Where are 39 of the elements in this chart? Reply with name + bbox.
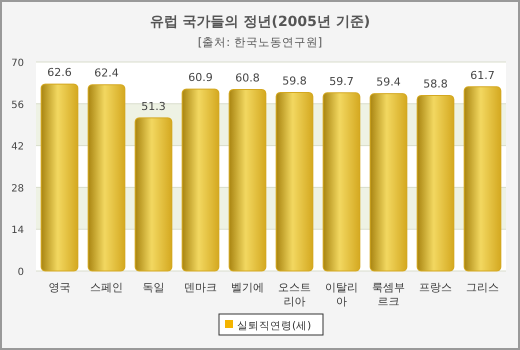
- bar: [322, 92, 360, 272]
- x-tick-label: 이탈리아: [325, 281, 358, 308]
- x-tick-label: 스페인: [90, 281, 123, 294]
- x-tick-label: 덴마크: [184, 281, 217, 294]
- bar: [370, 93, 408, 272]
- data-label: 62.4: [94, 66, 119, 80]
- x-tick-label: 오스트리아: [278, 281, 311, 308]
- legend-label: 실퇴직연령(세): [237, 320, 312, 332]
- bar: [228, 88, 266, 272]
- data-label: 62.6: [47, 66, 72, 80]
- data-label: 60.8: [235, 71, 260, 84]
- chart-title: 유럽 국가들의 정년(2005년 기준): [150, 14, 370, 30]
- x-tick-label: 영국: [48, 281, 70, 294]
- x-tick-label: 그리스: [466, 281, 499, 294]
- data-label: 60.9: [188, 71, 213, 84]
- bar: [40, 84, 78, 272]
- y-tick-label: 0: [18, 267, 24, 278]
- data-label: 61.7: [470, 68, 495, 82]
- bar: [416, 94, 454, 272]
- bar: [464, 86, 502, 272]
- data-label: 58.8: [423, 77, 448, 90]
- data-label: 59.8: [282, 74, 307, 88]
- x-tick-label: 룩셈부르크: [372, 281, 405, 308]
- x-tick-label: 독일: [142, 281, 164, 294]
- bar: [134, 117, 172, 272]
- y-tick-label: 70: [11, 58, 24, 69]
- data-label: 59.4: [376, 76, 401, 89]
- bar: [182, 88, 220, 272]
- y-tick-label: 14: [11, 225, 24, 236]
- data-label: 59.7: [329, 74, 354, 88]
- y-tick-label: 42: [11, 142, 24, 153]
- x-tick-label: 벨기에: [231, 281, 264, 294]
- bar: [88, 84, 126, 272]
- y-tick-label: 28: [11, 183, 24, 194]
- x-tick-label: 프랑스: [419, 281, 452, 294]
- y-tick-label: 56: [11, 100, 24, 111]
- chart-subtitle: [출처: 한국노동연구원]: [198, 35, 322, 49]
- data-label: 51.3: [141, 100, 166, 113]
- bar: [276, 92, 314, 272]
